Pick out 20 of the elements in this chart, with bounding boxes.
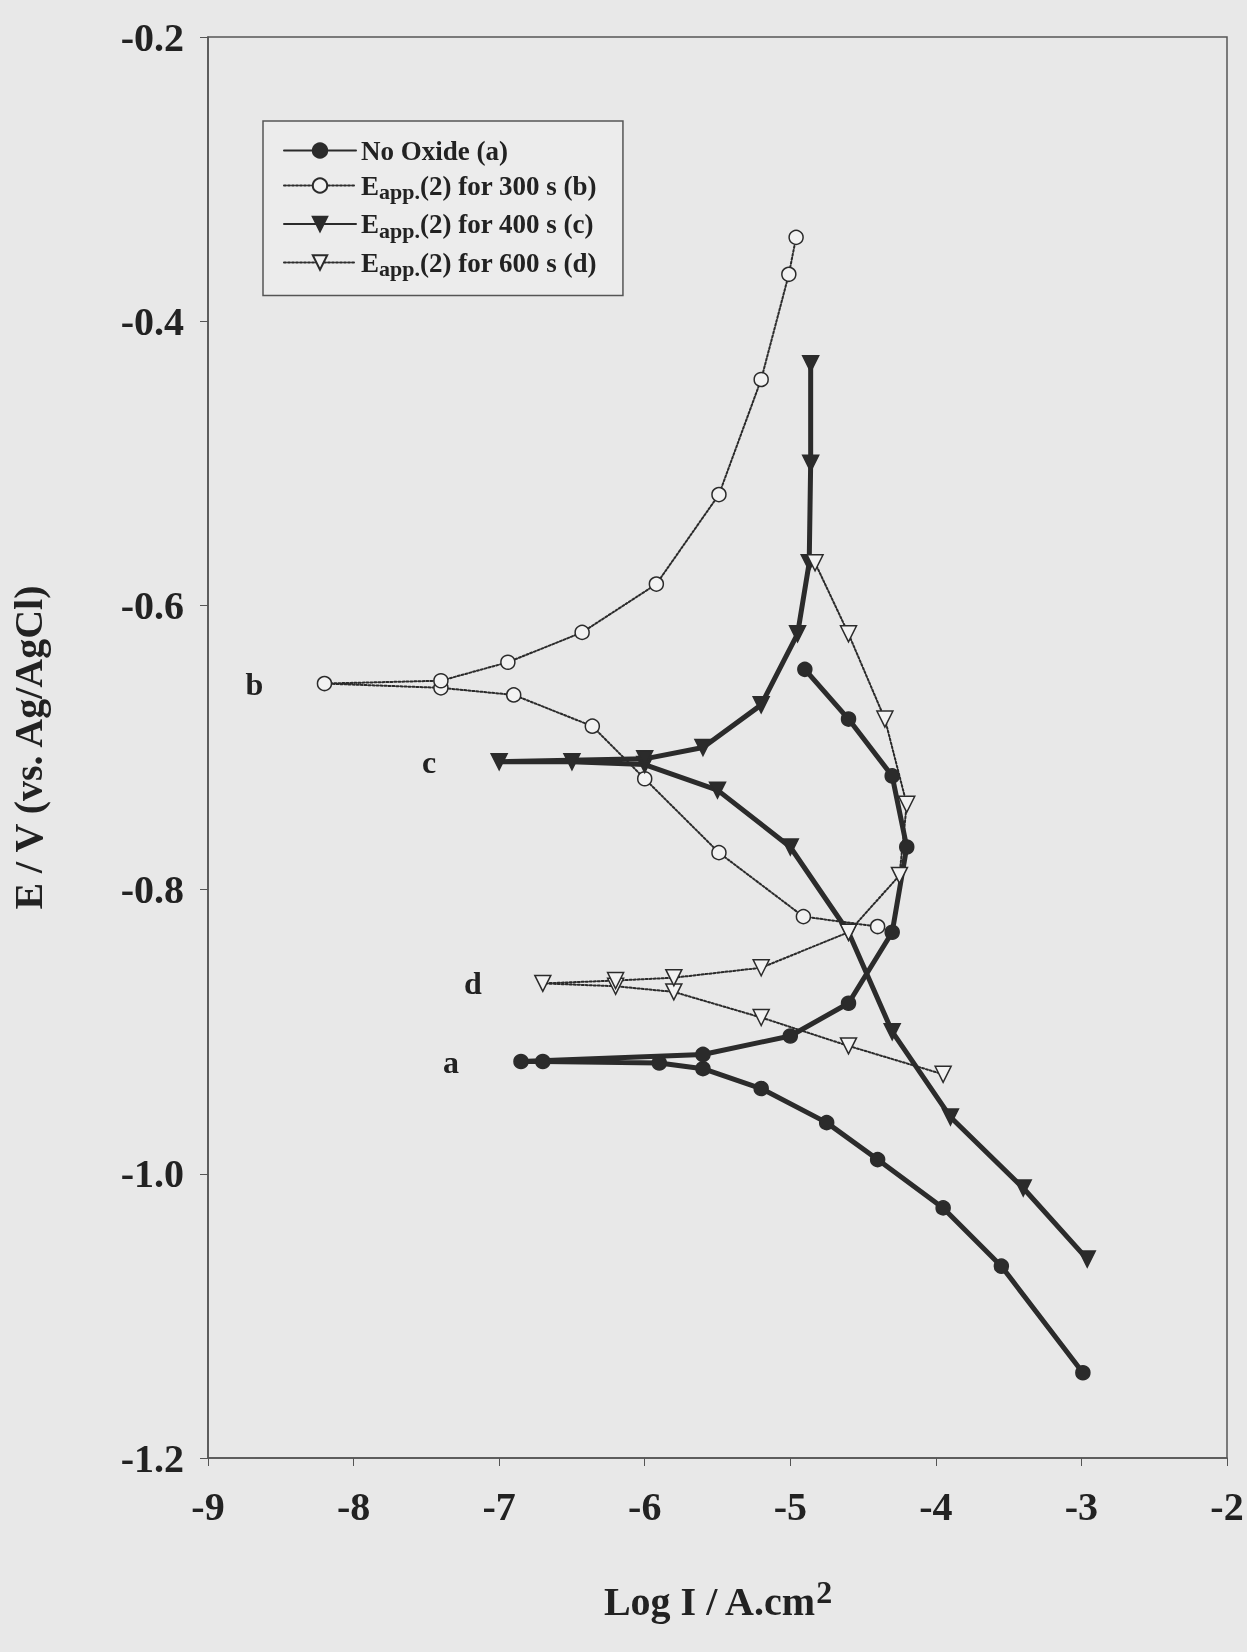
x-tick-label: -3 [1064, 1483, 1099, 1529]
annotation: d [463, 965, 482, 1002]
y-axis-title: E / V (vs. Ag/AgCl) [5, 585, 51, 910]
annotation: a [442, 1043, 459, 1080]
x-tick-label: -5 [773, 1483, 807, 1529]
y-tick-label: -1.0 [120, 1151, 184, 1197]
legend-label: No Oxide (a) [361, 135, 508, 166]
x-tick-label: -7 [482, 1483, 516, 1529]
x-tick-label: -6 [628, 1483, 662, 1529]
annotation: b [245, 665, 264, 702]
y-tick-label: -0.8 [120, 867, 184, 913]
annotation: c [422, 743, 437, 780]
x-tick-label: -4 [919, 1483, 953, 1529]
x-tick-label: -2 [1210, 1483, 1244, 1529]
y-tick-label: -0.6 [120, 582, 184, 628]
y-tick-label: -0.4 [120, 298, 184, 344]
y-tick-label: -0.2 [120, 14, 184, 60]
y-tick-label: -1.2 [120, 1435, 184, 1481]
x-tick-label: -8 [336, 1483, 371, 1529]
x-tick-label: -9 [191, 1483, 225, 1529]
